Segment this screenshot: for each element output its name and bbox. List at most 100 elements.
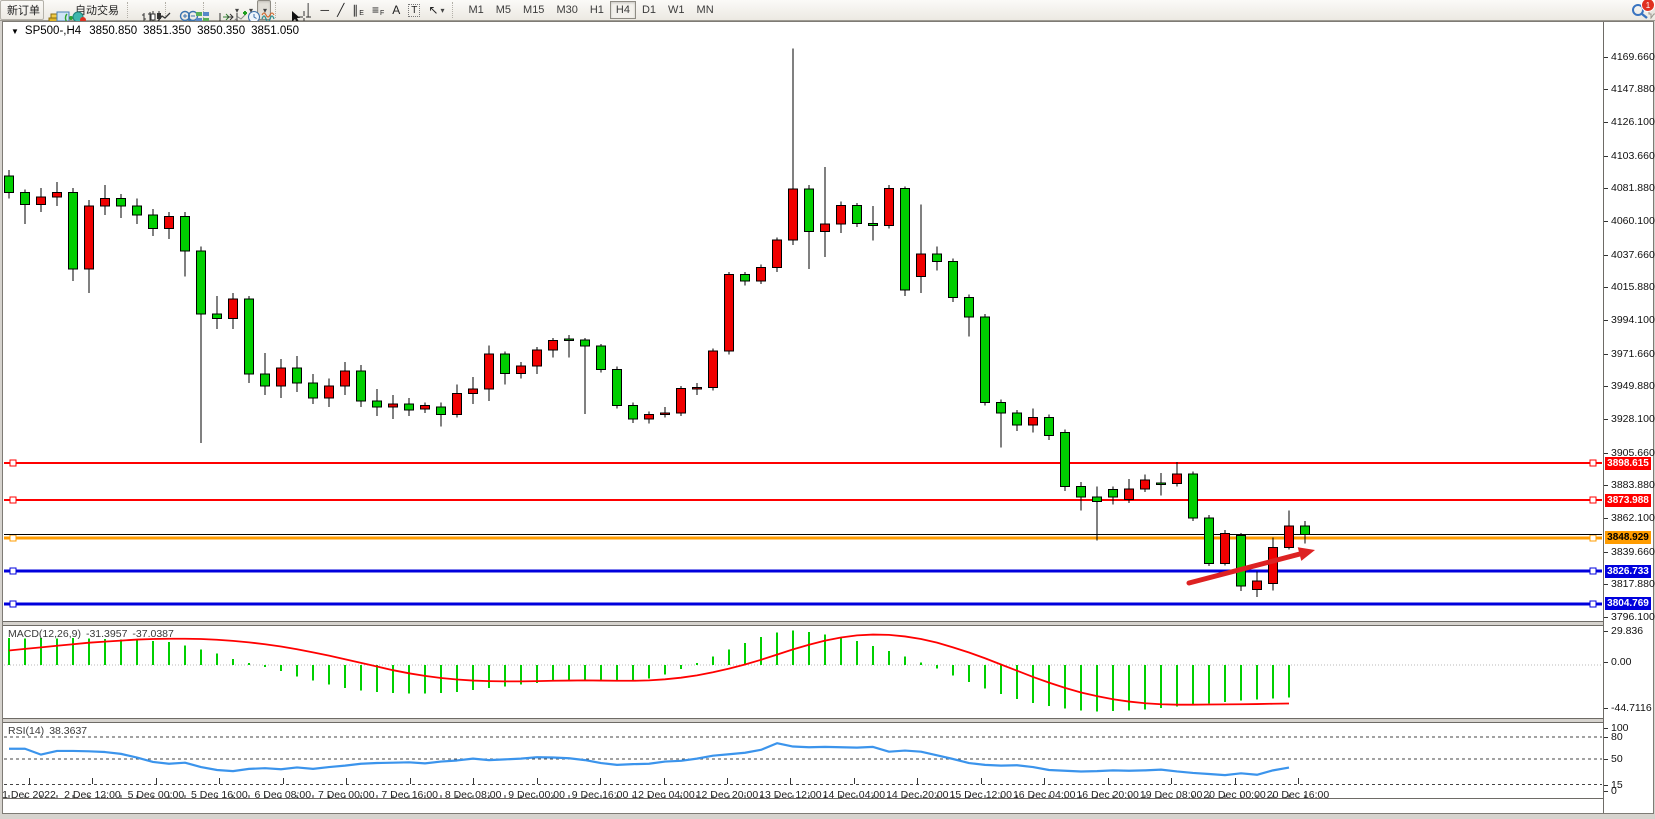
text-button[interactable]: A: [388, 0, 404, 20]
timeframe-h1-button[interactable]: H1: [584, 1, 610, 19]
candle-body: [453, 394, 462, 415]
price-tick-label: 4169.660: [1611, 51, 1655, 63]
timeframe-d1-button[interactable]: D1: [636, 1, 662, 19]
indicator-tick-label: -44.7116: [1611, 702, 1652, 714]
dropdown-caret-icon[interactable]: ▾: [440, 6, 444, 15]
price-tick-label: 4060.100: [1611, 215, 1655, 227]
candle-body: [133, 206, 142, 215]
macd-pane[interactable]: [4, 625, 1602, 718]
time-label: 9 Dec 00:00: [508, 789, 565, 801]
candle-body: [149, 215, 158, 229]
trend-arrow-head[interactable]: [1298, 547, 1315, 561]
candle-body: [517, 366, 526, 374]
candle-body: [725, 274, 734, 351]
price-tick: [1604, 552, 1608, 553]
time-major-tick: [473, 778, 474, 784]
fibonacci-button-glyph: ≡: [372, 4, 379, 16]
candle-body: [1141, 480, 1150, 489]
channel-button-glyph: ∥: [352, 4, 358, 16]
line-handle[interactable]: [1590, 601, 1596, 607]
time-major-tick: [1108, 778, 1109, 784]
candle-body: [165, 217, 174, 229]
macd-signal-value: -37.0387: [132, 628, 173, 640]
candle-body: [917, 254, 926, 277]
cursor-button[interactable]: [285, 0, 293, 20]
timeframe-m30-button[interactable]: M30: [550, 1, 583, 19]
auto-trading-button[interactable]: 自动交易: [68, 0, 123, 20]
candle-body: [1173, 474, 1182, 484]
time-label: 20 Dec 16:00: [1267, 789, 1329, 801]
bar-chart-button[interactable]: [137, 0, 145, 20]
indicator-tick-label: 80: [1611, 731, 1623, 743]
symbol-period-label: SP500-,H4: [25, 25, 81, 37]
indicator-tick: [1604, 737, 1608, 738]
text-label-button[interactable]: T: [404, 0, 424, 20]
time-major-tick: [664, 778, 665, 784]
horizontal-line-button[interactable]: ─: [317, 0, 334, 20]
toolbar-separator: [127, 2, 135, 18]
auto-scroll-button[interactable]: [213, 0, 221, 20]
line-handle[interactable]: [1590, 535, 1596, 541]
timeframe-w1-button[interactable]: W1: [662, 1, 691, 19]
tool-sub-label: E: [359, 10, 364, 17]
candle-body: [1061, 433, 1070, 487]
price-pane[interactable]: [4, 37, 1602, 621]
timeframe-mn-button[interactable]: MN: [691, 1, 720, 19]
fibonacci-button[interactable]: ≡F: [368, 0, 388, 20]
candle-body: [341, 371, 350, 386]
line-handle[interactable]: [1590, 568, 1596, 574]
line-handle[interactable]: [10, 535, 16, 541]
channel-button[interactable]: ∥E: [348, 0, 368, 20]
candle-body: [837, 205, 846, 224]
text-button-glyph: A: [392, 4, 400, 16]
candle-body: [1301, 526, 1310, 535]
rsi-value: 38.3637: [49, 725, 87, 737]
price-tick: [1604, 122, 1608, 123]
line-handle[interactable]: [10, 497, 16, 503]
line-handle[interactable]: [10, 568, 16, 574]
timeframe-m1-button[interactable]: M1: [462, 1, 489, 19]
price-axis[interactable]: 4169.6604147.8804126.1004103.6604081.880…: [1603, 22, 1653, 813]
price-tick: [1604, 57, 1608, 58]
price-tick-label: 3928.100: [1611, 413, 1655, 425]
line-handle[interactable]: [1590, 497, 1596, 503]
timeframe-h4-button[interactable]: H4: [610, 1, 636, 19]
rsi-pane[interactable]: [4, 722, 1602, 798]
timeframe-m15-button[interactable]: M15: [517, 1, 550, 19]
candle-body: [373, 401, 382, 407]
arrows-button[interactable]: ↖▾: [424, 0, 448, 20]
indicator-tick: [1604, 662, 1608, 663]
candle-body: [421, 406, 430, 409]
line-handle[interactable]: [10, 460, 16, 466]
time-label: 12 Dec 04:00: [632, 789, 694, 801]
trendline-button[interactable]: ╱: [333, 0, 348, 20]
candle-body: [533, 350, 542, 366]
candle-body: [229, 299, 238, 319]
time-label: 5 Dec 16:00: [191, 789, 248, 801]
line-price-badge: 3873.988: [1605, 494, 1651, 507]
line-handle[interactable]: [10, 601, 16, 607]
zoom-in-button[interactable]: [175, 0, 183, 20]
time-major-tick: [981, 778, 982, 784]
open-value: 3850.850: [89, 25, 137, 37]
candle-body: [1029, 418, 1038, 426]
candle-body: [437, 407, 446, 415]
candle-body: [357, 371, 366, 401]
candle-body: [1013, 413, 1022, 425]
candle-body: [85, 206, 94, 269]
timeframe-m5-button[interactable]: M5: [490, 1, 517, 19]
collapse-ohlc-icon[interactable]: ▼: [11, 27, 19, 36]
line-handle[interactable]: [1590, 460, 1596, 466]
search-button[interactable]: [1627, 1, 1635, 21]
metaeditor-button[interactable]: [44, 0, 52, 20]
price-tick-label: 4147.880: [1611, 83, 1655, 95]
mt4-terminal-window: 新订单自动交易▾▾▾│─╱∥E≡FAT↖▾M1M5M15M30H1H4D1W1M…: [0, 0, 1655, 819]
candle-body: [1205, 518, 1214, 563]
time-label: 2 Dec 12:00: [64, 789, 121, 801]
candle-body: [965, 298, 974, 318]
macd-indicator-label: MACD(12,26,9) -31.3957 -37.0387: [8, 628, 174, 640]
new-order-button[interactable]: 新订单: [0, 0, 44, 20]
price-tick: [1604, 617, 1608, 618]
chat-button[interactable]: 1: [1643, 1, 1651, 21]
arrows-button-glyph: ↖: [428, 4, 438, 16]
